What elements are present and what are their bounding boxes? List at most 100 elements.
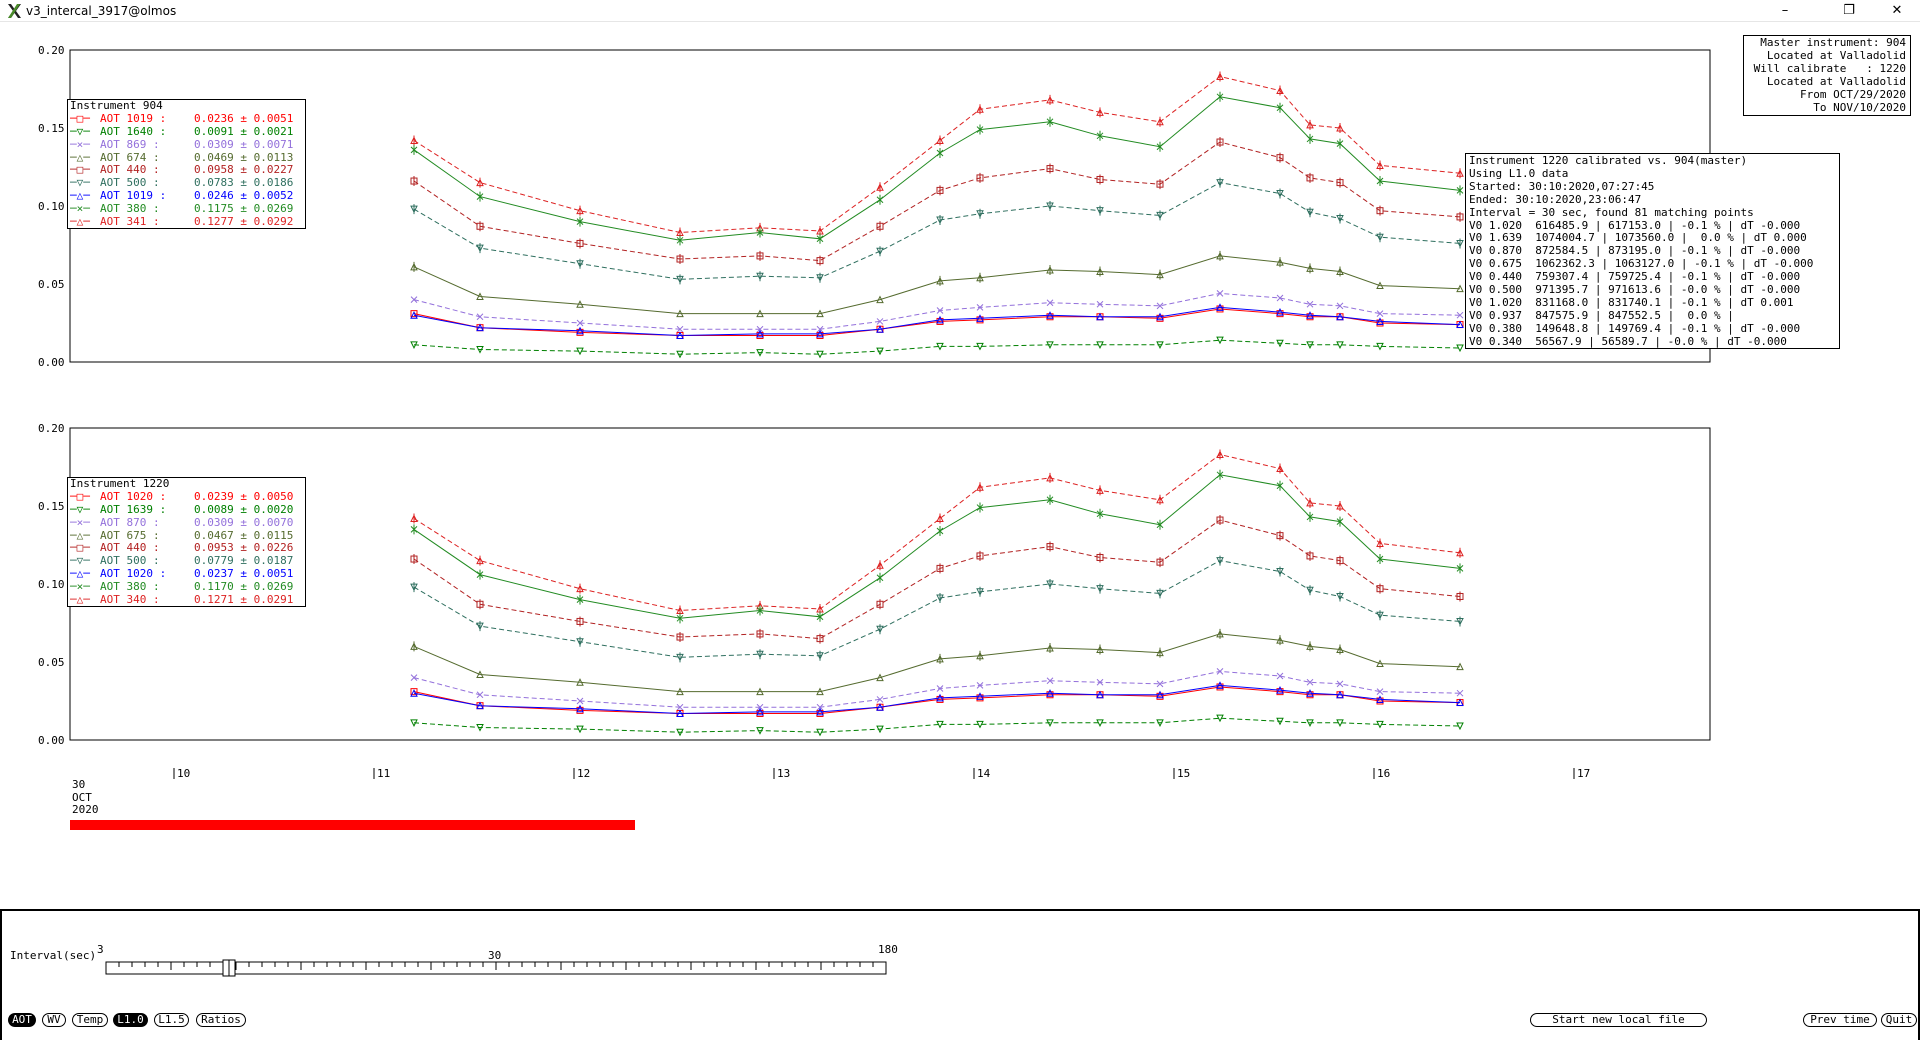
legend-label: AOT 341 :: [100, 215, 160, 229]
data-point: [1456, 698, 1464, 707]
data-point: [1046, 719, 1054, 727]
legend-label: AOT 675 :: [100, 528, 160, 542]
wv-button[interactable]: WV: [42, 1013, 66, 1027]
data-point: [816, 709, 824, 717]
data-point: [1306, 689, 1314, 697]
series-line: [413, 182, 1461, 280]
data-point: [1336, 690, 1344, 699]
info-line: Using L1.0 data: [1469, 166, 1569, 180]
info-line: Will calibrate : 1220: [1753, 61, 1906, 75]
data-point: [816, 331, 824, 339]
legend-entry: ─▽─ AOT 500 : 0.0779 ± 0.0187: [68, 554, 305, 568]
series-aot-440: [410, 137, 1464, 266]
info-line: Master instrument: 904: [1760, 36, 1906, 49]
series-aot-674: [410, 250, 1464, 318]
legend-label: AOT 380 :: [100, 202, 160, 216]
data-point: [410, 674, 418, 681]
triangle-marker-icon: ─△─: [70, 189, 90, 203]
legend-entry: ─×─ AOT 380 : 0.1170 ± 0.0269: [68, 580, 305, 594]
legend-value: 0.0239 ± 0.0050: [194, 489, 294, 503]
data-point: [1216, 303, 1224, 311]
y-tick-label: 0.20: [38, 422, 65, 435]
legend-entry: ─△─ AOT 341 : 0.1277 ± 0.0292: [68, 215, 305, 229]
close-icon[interactable]: ✕: [1891, 3, 1903, 18]
data-point: [1156, 312, 1164, 321]
data-point: [756, 309, 764, 318]
data-point: [1336, 302, 1344, 310]
legend-entry: ─×─ AOT 870 : 0.0309 ± 0.0070: [68, 515, 305, 530]
data-point: [936, 317, 944, 325]
info-line: V0 0.675 1062362.3 | 1063127.0 | -0.1 % …: [1469, 257, 1814, 271]
y-tick-label: 0.10: [38, 200, 65, 213]
info-line: V0 1.020 616485.9 | 617153.0 | -0.1 % | …: [1469, 218, 1801, 232]
series-line: [413, 453, 1461, 612]
data-point: [976, 692, 984, 700]
series-line: [413, 141, 1461, 262]
series-aot-500: [410, 177, 1464, 285]
cross-marker-icon: ─×─: [70, 202, 90, 216]
prev-time-button[interactable]: Prev time: [1803, 1013, 1877, 1027]
data-point: [476, 323, 484, 332]
legend-label: AOT 1019 :: [100, 189, 167, 203]
aot-plots: 0.00 0.05 0.10 0.15 0.20 0.00 0.05 0.10 0.15 0.20…: [38, 44, 1711, 780]
data-point: [1456, 662, 1464, 671]
data-point: [576, 678, 584, 686]
data-point: [756, 687, 764, 696]
data-point: [1376, 317, 1384, 325]
temp-button[interactable]: Temp: [72, 1013, 108, 1027]
info-line: Located at Valladolid: [1760, 48, 1906, 62]
data-point: [676, 703, 684, 711]
data-point: [976, 342, 984, 351]
data-point: [816, 309, 824, 318]
aot-button[interactable]: AOT: [8, 1013, 36, 1027]
y-tick-label: 0.20: [38, 44, 65, 57]
interval-slider[interactable]: 3 30 180: [0, 920, 1920, 990]
calibration-results-info: Instrument 1220 calibrated vs. 904(maste…: [1465, 153, 1840, 349]
x-tick-label: 15: [1177, 767, 1190, 780]
info-line: Located at Valladolid: [1760, 74, 1906, 88]
data-point: [1096, 312, 1104, 321]
restore-icon[interactable]: ❐: [1843, 3, 1855, 18]
data-point: [936, 307, 944, 314]
start-new-local-file-button[interactable]: Start new local file: [1530, 1013, 1707, 1027]
data-point: [976, 682, 984, 689]
x-tick-label: 13: [777, 767, 790, 780]
l15-button[interactable]: L1.5: [154, 1013, 189, 1027]
data-point: [676, 350, 684, 359]
legend-entry: ─▽─ AOT 1639 : 0.0089 ± 0.0020: [68, 503, 305, 517]
quit-button[interactable]: Quit: [1881, 1013, 1917, 1027]
data-point: [756, 349, 764, 357]
data-point: [1456, 344, 1464, 353]
data-point: [410, 689, 418, 697]
time-range-bar[interactable]: [70, 820, 635, 830]
data-point: [936, 342, 944, 351]
ratios-button[interactable]: Ratios: [196, 1013, 246, 1027]
l10-button[interactable]: L1.0: [113, 1013, 148, 1027]
legend-label: AOT 500 :: [100, 176, 160, 190]
data-point: [1306, 341, 1314, 349]
square-marker-icon: ─□─: [70, 111, 90, 125]
data-point: [1046, 689, 1054, 697]
plot-frame: [69, 49, 1711, 363]
data-point: [936, 720, 944, 729]
data-point: [816, 329, 824, 338]
data-point: [676, 709, 684, 717]
data-point: [756, 329, 764, 338]
x-tick-label: 16: [1377, 767, 1390, 780]
legend-entry: ─□─ AOT 440 : 0.0953 ± 0.0226: [68, 542, 305, 555]
x-tick-label: 12: [577, 767, 590, 780]
legend-value: 0.0469 ± 0.0113: [194, 150, 294, 164]
data-point: [1096, 678, 1104, 686]
data-point: [1216, 668, 1224, 675]
master-instrument-info: Master instrument: 904 Located at Vallad…: [1743, 35, 1911, 116]
data-point: [576, 706, 584, 714]
legend-label: AOT 674 :: [100, 150, 160, 164]
minimize-icon[interactable]: –: [1781, 3, 1789, 18]
data-point: [676, 687, 684, 696]
legend-label: AOT 870 :: [100, 515, 160, 529]
data-point: [1276, 307, 1284, 316]
data-point: [876, 347, 884, 356]
legend-value: 0.0236 ± 0.0051: [194, 111, 294, 125]
y-tick-label: 0.05: [38, 656, 65, 669]
data-point: [816, 350, 824, 359]
